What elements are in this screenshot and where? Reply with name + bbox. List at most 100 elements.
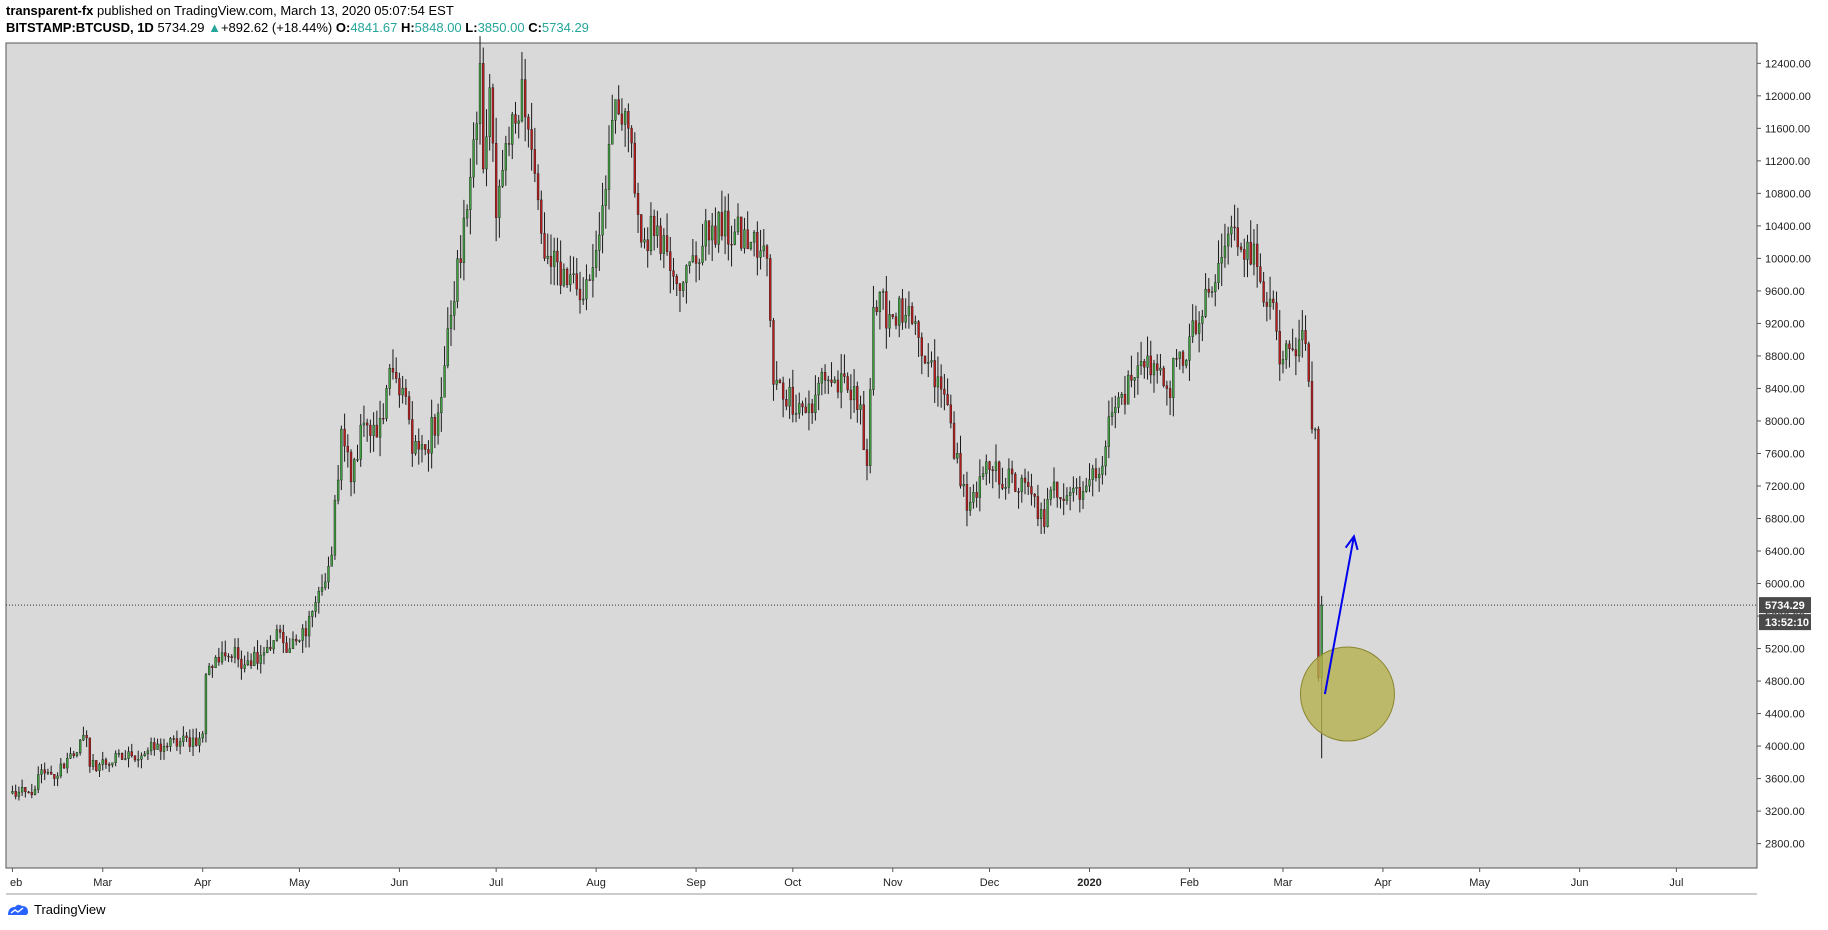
- candle-body: [559, 261, 562, 286]
- candle-body: [24, 787, 27, 793]
- candle-body: [578, 288, 582, 301]
- candle-body: [1259, 266, 1262, 282]
- candle-body: [459, 258, 462, 263]
- candle-body: [278, 629, 282, 633]
- candle-body: [362, 422, 366, 426]
- candle-body: [827, 379, 830, 382]
- candle-body: [314, 602, 317, 612]
- candle-body: [301, 628, 304, 641]
- candle-body: [872, 306, 875, 390]
- candle-body: [69, 753, 72, 759]
- candle-body: [146, 750, 150, 755]
- tradingview-logo-icon: [8, 904, 28, 915]
- candle-body: [736, 216, 740, 233]
- candle-body: [665, 235, 669, 252]
- candle-body: [1172, 358, 1175, 398]
- candle-body: [295, 638, 298, 642]
- candle-body: [617, 99, 620, 115]
- candle-body: [1226, 233, 1230, 247]
- candle-body: [207, 666, 211, 675]
- candle-body: [985, 461, 988, 474]
- low-value: 3850.00: [477, 20, 525, 35]
- candle-body: [1185, 360, 1188, 366]
- candle-body: [1233, 226, 1236, 229]
- candle-body: [327, 566, 330, 583]
- candle-body: [701, 245, 704, 263]
- candle-body: [240, 658, 243, 669]
- candle-body: [230, 656, 233, 658]
- candle-body: [752, 232, 756, 243]
- candle-body: [572, 273, 575, 275]
- candle-body: [256, 651, 259, 664]
- candle-body: [898, 298, 901, 326]
- candle-body: [720, 212, 724, 237]
- candle-body: [1191, 320, 1194, 337]
- candle-body: [1181, 351, 1185, 366]
- current-price-tag: [1759, 597, 1811, 614]
- candle-body: [1007, 468, 1011, 488]
- candle-body: [382, 418, 385, 420]
- trend-arrow[interactable]: [1323, 536, 1355, 695]
- candle-body: [598, 234, 601, 251]
- time-axis[interactable]: eb Mar Apr May Jun Jul Aug Sep Oct Nov Dec 2020 Feb M…: [6, 868, 1757, 895]
- close-value: 5734.29: [541, 20, 589, 35]
- candle-body: [291, 638, 295, 649]
- candle-body: [501, 169, 504, 187]
- candle-body: [66, 758, 69, 769]
- candle-body: [785, 399, 788, 407]
- candle-body: [498, 186, 501, 218]
- candle-body: [472, 139, 475, 178]
- time-tick-label: Oct: [784, 877, 801, 889]
- candle-body: [820, 371, 824, 384]
- candle-body: [582, 298, 585, 301]
- candle-body: [272, 640, 275, 650]
- time-tick-label: eb: [10, 877, 22, 889]
- candle-body: [1078, 487, 1081, 500]
- candle-body: [1265, 302, 1269, 307]
- candle-body: [11, 791, 14, 794]
- open-value: 4841.67: [350, 20, 398, 35]
- candle-body: [740, 216, 743, 249]
- candle-body: [85, 735, 88, 739]
- candle-body: [246, 660, 250, 666]
- plot-area[interactable]: [5, 42, 1758, 869]
- candle-body: [191, 737, 195, 747]
- candle-body: [1101, 465, 1104, 475]
- candle-body: [133, 755, 137, 761]
- author-name[interactable]: transparent-fx: [6, 3, 94, 18]
- price-tick-label: 3200.00: [1765, 806, 1805, 818]
- candle-body: [307, 616, 311, 637]
- candle-body: [901, 298, 904, 323]
- candle-body: [1065, 495, 1069, 501]
- candle-body: [1049, 489, 1052, 500]
- candle-body: [1162, 367, 1165, 386]
- candle-body: [524, 79, 527, 118]
- candle-body: [108, 764, 111, 766]
- price-tick-label: 10000.00: [1765, 253, 1811, 265]
- brand-name[interactable]: TradingView: [34, 902, 106, 917]
- candle-body: [436, 412, 440, 436]
- candle-body: [888, 314, 891, 329]
- candle-body: [340, 428, 343, 481]
- candle-body: [846, 376, 849, 391]
- price-tick-label: 8400.00: [1765, 383, 1805, 395]
- countdown-tag: [1759, 614, 1811, 631]
- candle-body: [17, 791, 21, 797]
- candle-body: [675, 276, 678, 284]
- candle-body: [1243, 249, 1246, 260]
- highlight-circle[interactable]: [1299, 646, 1395, 742]
- price-change: +892.62 (+18.44%): [220, 20, 333, 35]
- candle-body: [1194, 320, 1198, 334]
- candle-body: [259, 654, 262, 664]
- candle-body: [372, 424, 375, 436]
- candle-body: [395, 371, 398, 379]
- candle-body: [143, 753, 146, 757]
- candle-body: [1246, 241, 1249, 260]
- price-chart[interactable]: 12400.00 12000.00 11600.00 11200.00 10800.00…: [0, 0, 1828, 900]
- candle-body: [43, 769, 46, 774]
- candle-body: [1275, 302, 1278, 332]
- candle-body: [849, 389, 853, 401]
- candle-body: [324, 581, 327, 588]
- time-tick-label: Apr: [194, 877, 211, 889]
- price-axis[interactable]: 12400.00 12000.00 11600.00 11200.00 10800.00…: [1757, 58, 1811, 851]
